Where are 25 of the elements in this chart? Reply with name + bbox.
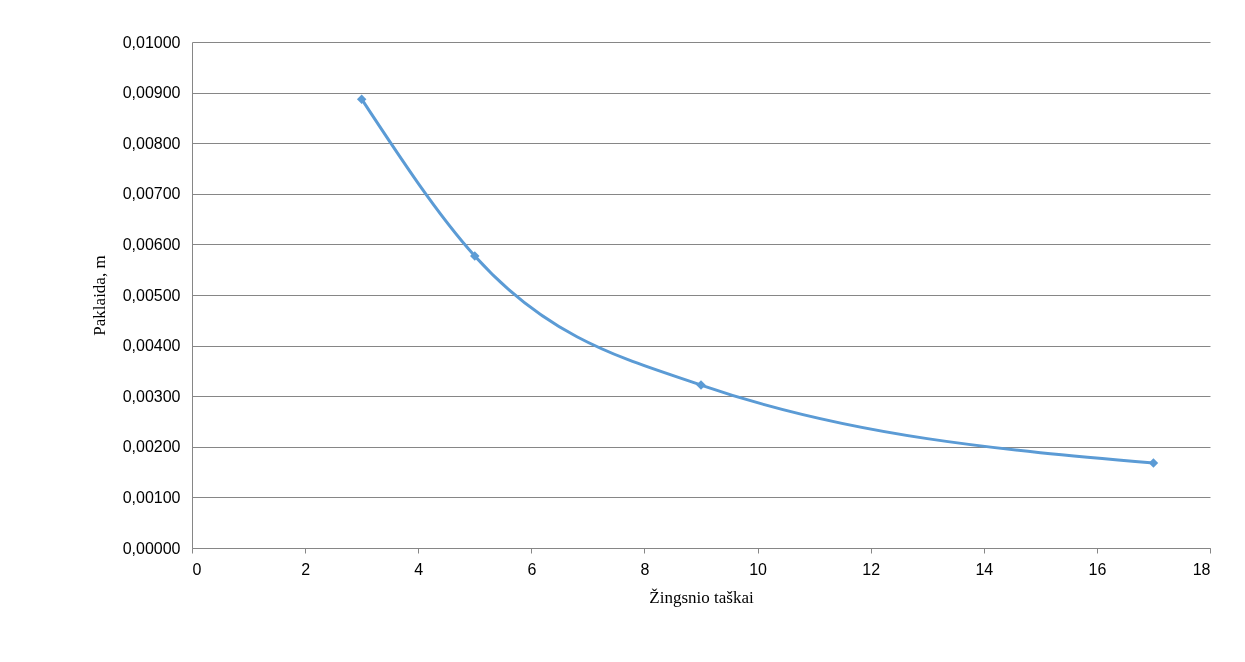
y-tick-label: 0,00200 <box>122 438 181 456</box>
x-tick-label: 0 <box>192 560 202 578</box>
x-tick-label: 16 <box>1088 560 1107 578</box>
x-tick-label: 10 <box>749 560 768 578</box>
y-tick-label: 0,00400 <box>122 337 181 355</box>
x-tick-label: 14 <box>975 560 994 578</box>
point <box>1148 458 1159 468</box>
y-tick-label: 0,01000 <box>122 33 181 51</box>
y-tick-label: 0,00100 <box>122 488 181 506</box>
y-tick-label: 0,00500 <box>122 286 181 304</box>
x-axis-title: Žingsnio taškai <box>649 587 754 607</box>
x-tick-label: 2 <box>301 560 311 578</box>
y-tick-label: 0,00000 <box>122 539 181 557</box>
x-tick-label: 18 <box>1192 560 1211 578</box>
y-tick-label: 0,00900 <box>122 84 181 102</box>
x-tick-label: 12 <box>862 560 881 578</box>
y-tick-label: 0,00700 <box>122 185 181 203</box>
x-tick-label: 8 <box>640 560 650 578</box>
y-tick-label: 0,00600 <box>122 235 181 253</box>
y-tick-label: 0,00300 <box>122 387 181 405</box>
x-tick-label: 4 <box>414 560 424 578</box>
point <box>356 94 367 104</box>
x-tick-label: 6 <box>527 560 537 578</box>
y-axis-title: Paklaida, m <box>89 255 109 336</box>
y-tick-label: 0,00800 <box>122 134 181 152</box>
